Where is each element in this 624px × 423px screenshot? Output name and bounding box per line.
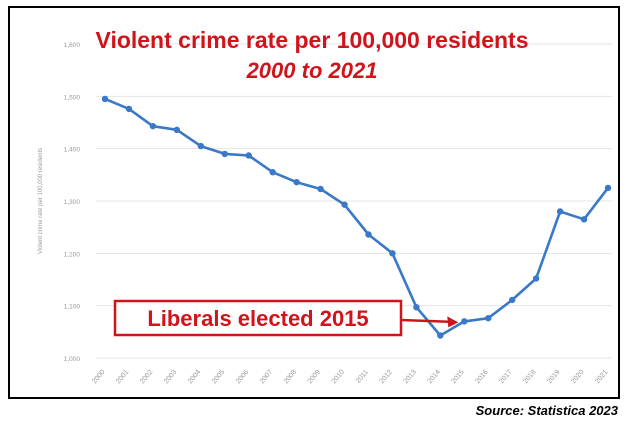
x-tick-label: 2011: [355, 369, 370, 385]
data-point: [389, 250, 396, 257]
x-tick-label: 2014: [426, 369, 441, 386]
data-point: [101, 95, 109, 103]
x-tick-label: 2007: [259, 369, 274, 386]
data-point: [604, 184, 612, 192]
y-tick-label: 1,000: [64, 356, 81, 363]
data-point: [461, 318, 468, 325]
data-point: [413, 304, 420, 311]
x-tick-label: 2008: [283, 369, 298, 386]
x-tick-label: 2019: [546, 369, 561, 386]
annotation-arrow-line: [400, 318, 453, 324]
data-point: [508, 296, 516, 304]
data-point: [221, 150, 228, 158]
data-point: [437, 332, 444, 339]
data-point: [580, 216, 588, 223]
x-tick-label: 2000: [91, 369, 106, 386]
data-point: [293, 178, 300, 186]
data-point: [125, 105, 133, 113]
data-point: [485, 315, 492, 322]
data-point: [341, 201, 348, 208]
chart-subtitle: 2000 to 2021: [246, 58, 378, 83]
x-tick-label: 2017: [498, 369, 513, 386]
y-axis-label: Violent crime rate per 100,000 residents: [38, 148, 44, 254]
x-tick-label: 2004: [187, 369, 202, 386]
y-tick-label: 1,500: [64, 94, 81, 101]
data-point: [149, 122, 157, 130]
x-tick-label: 2001: [115, 369, 130, 386]
x-tick-label: 2018: [522, 369, 537, 386]
x-tick-label: 2009: [307, 369, 322, 386]
x-tick-label: 2016: [474, 369, 489, 386]
x-tick-label: 2005: [211, 369, 226, 386]
x-tick-label: 2010: [331, 369, 346, 386]
data-point: [245, 152, 252, 159]
y-tick-label: 1,400: [64, 147, 81, 154]
y-tick-label: 1,100: [64, 304, 81, 311]
data-point: [173, 126, 181, 134]
x-tick-label: 2020: [570, 369, 585, 386]
x-tick-label: 2012: [379, 369, 394, 386]
x-tick-label: 2015: [450, 369, 465, 386]
y-tick-label: 1,600: [64, 42, 81, 49]
data-point: [269, 169, 276, 176]
chart-title: Violent crime rate per 100,000 residents: [95, 27, 529, 53]
data-point: [532, 275, 540, 282]
x-tick-label: 2006: [235, 369, 250, 386]
annotation-arrow-head: [447, 316, 459, 328]
data-point: [317, 185, 324, 193]
data-point: [197, 142, 205, 150]
x-tick-label: 2003: [163, 369, 178, 386]
x-tick-label: 2013: [403, 369, 418, 386]
source-note: Source: Statistica 2023: [475, 403, 618, 418]
data-point: [556, 208, 564, 215]
y-tick-label: 1,300: [64, 199, 81, 206]
annotation-text: Liberals elected 2015: [147, 306, 368, 331]
data-point: [365, 231, 372, 238]
x-tick-label: 2002: [139, 369, 154, 386]
series-line: [103, 97, 610, 337]
y-tick-label: 1,200: [64, 251, 81, 258]
annotation-box: [113, 299, 403, 337]
x-tick-label: 2021: [594, 369, 609, 386]
